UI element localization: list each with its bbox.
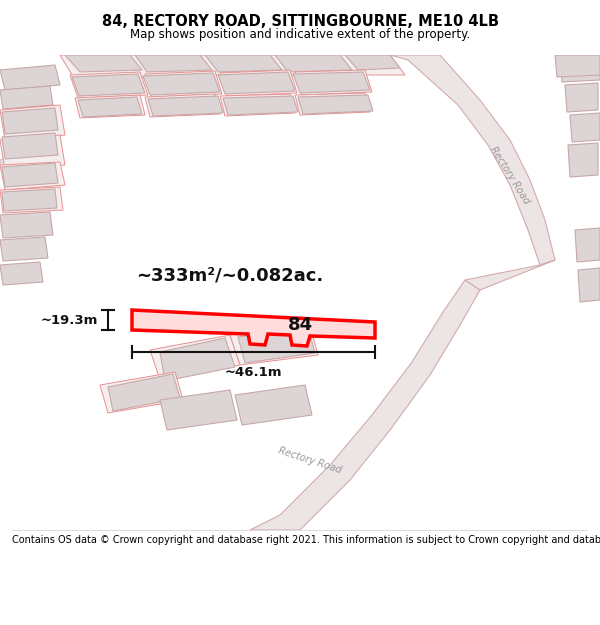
- Polygon shape: [145, 71, 222, 97]
- Polygon shape: [320, 55, 405, 75]
- Text: ~333m²/~0.082ac.: ~333m²/~0.082ac.: [136, 266, 323, 284]
- Polygon shape: [2, 163, 58, 187]
- Text: Rectory Road: Rectory Road: [277, 445, 343, 475]
- Polygon shape: [2, 108, 58, 134]
- Polygon shape: [108, 374, 180, 411]
- Polygon shape: [230, 325, 318, 365]
- Polygon shape: [0, 65, 60, 90]
- Polygon shape: [575, 228, 600, 262]
- Polygon shape: [100, 372, 183, 413]
- Polygon shape: [390, 55, 555, 265]
- Polygon shape: [72, 74, 145, 96]
- Polygon shape: [298, 95, 373, 114]
- Polygon shape: [295, 93, 370, 115]
- Polygon shape: [0, 155, 20, 180]
- Polygon shape: [0, 135, 65, 170]
- Polygon shape: [145, 94, 220, 117]
- Text: Rectory Road: Rectory Road: [488, 144, 532, 206]
- Polygon shape: [75, 95, 145, 118]
- Polygon shape: [275, 55, 352, 72]
- Polygon shape: [465, 260, 555, 290]
- Polygon shape: [238, 327, 315, 363]
- Polygon shape: [132, 310, 375, 346]
- Polygon shape: [143, 73, 220, 95]
- Polygon shape: [0, 212, 53, 238]
- Polygon shape: [78, 97, 142, 117]
- Polygon shape: [205, 55, 282, 72]
- Polygon shape: [0, 162, 65, 190]
- Polygon shape: [578, 268, 600, 302]
- Text: ~19.3m: ~19.3m: [41, 314, 98, 326]
- Polygon shape: [70, 72, 148, 98]
- Polygon shape: [555, 55, 600, 77]
- Text: 84, RECTORY ROAD, SITTINGBOURNE, ME10 4LB: 84, RECTORY ROAD, SITTINGBOURNE, ME10 4L…: [101, 14, 499, 29]
- Polygon shape: [135, 55, 212, 72]
- Polygon shape: [160, 338, 235, 381]
- Polygon shape: [560, 58, 600, 82]
- Polygon shape: [218, 72, 295, 94]
- Polygon shape: [235, 385, 312, 425]
- Polygon shape: [0, 262, 43, 285]
- Polygon shape: [0, 105, 65, 140]
- Polygon shape: [220, 94, 295, 116]
- Polygon shape: [2, 133, 58, 159]
- Polygon shape: [223, 96, 298, 115]
- Text: ~46.1m: ~46.1m: [225, 366, 282, 379]
- Polygon shape: [148, 96, 223, 116]
- Polygon shape: [570, 113, 600, 142]
- Polygon shape: [295, 70, 372, 95]
- Polygon shape: [0, 237, 48, 261]
- Polygon shape: [0, 86, 53, 109]
- Text: 84: 84: [287, 316, 313, 334]
- Text: Contains OS data © Crown copyright and database right 2021. This information is : Contains OS data © Crown copyright and d…: [12, 535, 600, 545]
- Polygon shape: [565, 83, 598, 112]
- Polygon shape: [200, 55, 335, 75]
- Polygon shape: [65, 55, 142, 72]
- Polygon shape: [160, 390, 237, 430]
- Polygon shape: [568, 143, 598, 177]
- Polygon shape: [220, 70, 297, 96]
- Polygon shape: [345, 55, 400, 70]
- Polygon shape: [60, 55, 215, 80]
- Text: Map shows position and indicative extent of the property.: Map shows position and indicative extent…: [130, 28, 470, 41]
- Polygon shape: [2, 189, 57, 211]
- Polygon shape: [250, 280, 480, 530]
- Polygon shape: [0, 187, 63, 213]
- Polygon shape: [293, 72, 370, 93]
- Polygon shape: [150, 335, 240, 380]
